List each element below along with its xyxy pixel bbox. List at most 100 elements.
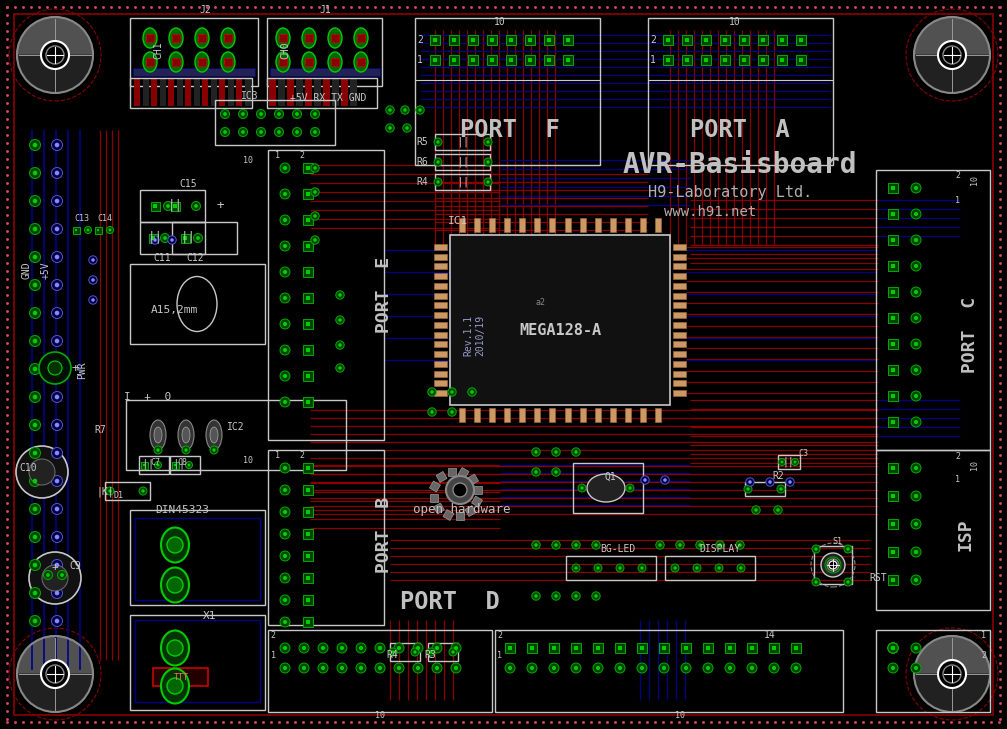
- Bar: [268, 630, 492, 712]
- Circle shape: [428, 408, 436, 416]
- Bar: [728, 646, 732, 650]
- Bar: [306, 620, 310, 624]
- Ellipse shape: [169, 28, 183, 48]
- Circle shape: [911, 391, 921, 401]
- Bar: [228, 78, 234, 106]
- Circle shape: [283, 244, 287, 248]
- Text: Rev.1.1: Rev.1.1: [463, 314, 473, 356]
- Circle shape: [139, 487, 147, 495]
- Circle shape: [340, 646, 344, 650]
- Text: IC3: IC3: [242, 91, 259, 101]
- Circle shape: [32, 171, 37, 175]
- Circle shape: [592, 541, 600, 549]
- Bar: [176, 78, 182, 106]
- Ellipse shape: [169, 52, 183, 72]
- Text: ||: ||: [456, 157, 469, 167]
- Circle shape: [166, 204, 170, 208]
- Circle shape: [825, 557, 841, 573]
- Circle shape: [29, 252, 40, 262]
- Text: C15: C15: [179, 179, 196, 189]
- Circle shape: [224, 130, 227, 134]
- Circle shape: [846, 547, 850, 550]
- Circle shape: [554, 470, 558, 474]
- Bar: [268, 150, 384, 440]
- Bar: [565, 408, 571, 422]
- Bar: [552, 646, 556, 650]
- Text: 2: 2: [956, 451, 961, 461]
- Circle shape: [280, 319, 290, 329]
- Bar: [303, 163, 313, 173]
- Circle shape: [57, 571, 66, 580]
- Bar: [303, 267, 313, 277]
- Circle shape: [154, 461, 161, 469]
- Circle shape: [643, 478, 646, 482]
- Bar: [888, 575, 898, 585]
- Bar: [303, 617, 313, 627]
- Bar: [306, 532, 310, 536]
- Bar: [306, 466, 310, 470]
- Bar: [685, 58, 689, 62]
- Bar: [306, 166, 310, 170]
- Bar: [215, 100, 335, 145]
- Circle shape: [32, 507, 37, 511]
- Bar: [305, 58, 313, 66]
- Bar: [139, 456, 169, 474]
- Circle shape: [671, 564, 679, 572]
- Bar: [891, 290, 895, 294]
- Circle shape: [283, 532, 287, 536]
- Bar: [332, 78, 339, 106]
- Text: 1: 1: [271, 650, 276, 660]
- Bar: [269, 78, 276, 106]
- Circle shape: [453, 483, 467, 497]
- Text: +: +: [71, 362, 79, 375]
- Circle shape: [280, 397, 290, 407]
- Circle shape: [54, 171, 59, 175]
- Text: ||: ||: [180, 230, 195, 243]
- Circle shape: [574, 566, 578, 569]
- Circle shape: [578, 484, 586, 492]
- Bar: [133, 68, 255, 76]
- Circle shape: [508, 666, 513, 670]
- Circle shape: [615, 663, 625, 673]
- Bar: [435, 174, 490, 190]
- Bar: [268, 450, 384, 625]
- Circle shape: [283, 666, 287, 670]
- Bar: [525, 55, 535, 65]
- Circle shape: [54, 590, 59, 596]
- Circle shape: [277, 112, 281, 116]
- Bar: [610, 218, 615, 232]
- Bar: [739, 35, 749, 45]
- Circle shape: [198, 34, 206, 42]
- Circle shape: [358, 666, 364, 670]
- Bar: [433, 503, 444, 514]
- Circle shape: [154, 446, 162, 454]
- Circle shape: [198, 58, 206, 66]
- Circle shape: [32, 254, 37, 260]
- Circle shape: [535, 543, 538, 547]
- Circle shape: [430, 390, 434, 394]
- Circle shape: [659, 543, 662, 547]
- Circle shape: [32, 339, 37, 343]
- Circle shape: [486, 180, 489, 184]
- Text: PORT  E: PORT E: [375, 257, 393, 333]
- Bar: [891, 316, 895, 320]
- Bar: [673, 263, 686, 270]
- Bar: [876, 170, 990, 450]
- Circle shape: [283, 554, 287, 558]
- Bar: [489, 38, 494, 42]
- Text: PORT  B: PORT B: [375, 497, 393, 573]
- Ellipse shape: [143, 52, 157, 72]
- Circle shape: [109, 489, 112, 493]
- Bar: [799, 38, 804, 42]
- Circle shape: [29, 335, 40, 346]
- Bar: [888, 417, 898, 427]
- Bar: [287, 78, 294, 106]
- Text: C13: C13: [75, 214, 90, 222]
- Text: 1: 1: [497, 650, 502, 660]
- Circle shape: [794, 461, 797, 464]
- Circle shape: [283, 296, 287, 300]
- Text: 10: 10: [675, 711, 685, 720]
- Circle shape: [32, 311, 37, 316]
- Circle shape: [302, 646, 306, 650]
- Bar: [489, 58, 494, 62]
